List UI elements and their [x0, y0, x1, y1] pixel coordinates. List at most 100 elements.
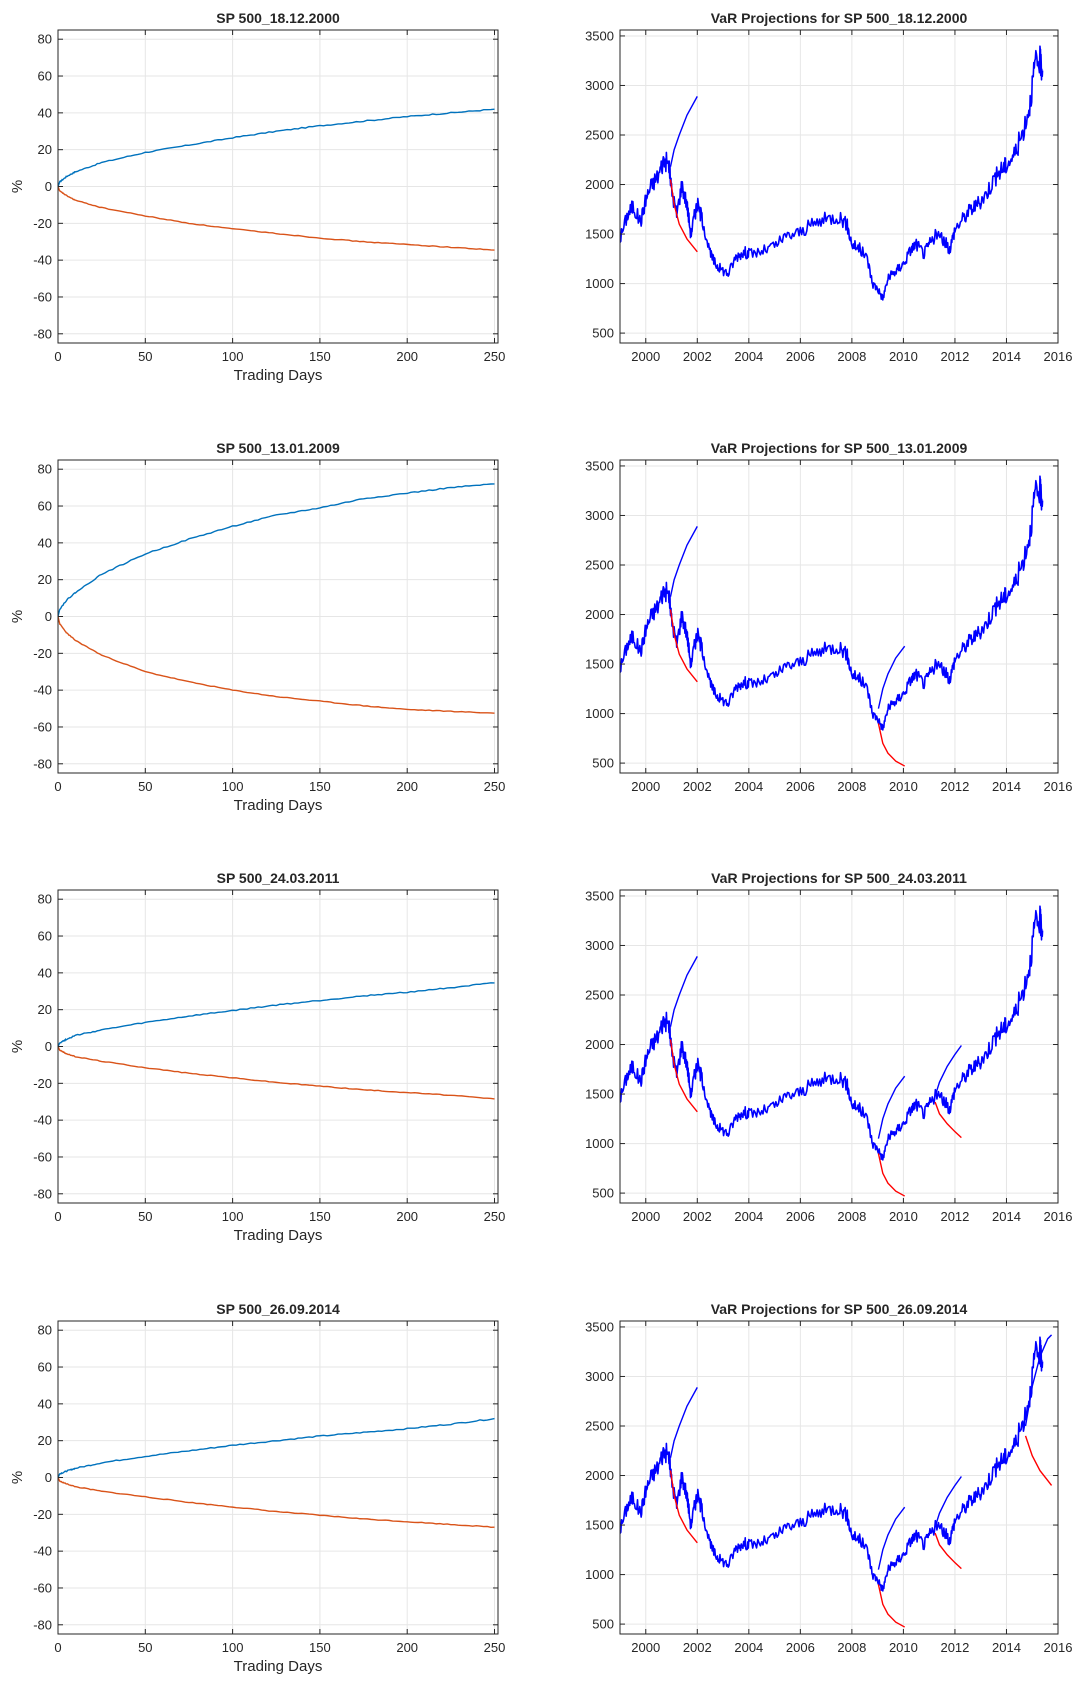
x-tick-label: 150	[309, 1209, 331, 1224]
pct-chart-3: 0 50 100 150 200 250 -80 -60 -40 -20 0 20 40 60 80 SP 5…	[9, 870, 505, 1244]
y-tick-label: 2000	[585, 1037, 614, 1052]
y-tick-label: 0	[45, 179, 52, 194]
var-upper-projection	[934, 1476, 962, 1528]
y-tick-label: 500	[592, 756, 614, 771]
y-tick-label: 1000	[585, 1567, 614, 1582]
y-tick-label: -80	[33, 326, 52, 341]
axes-frame	[619, 1320, 1059, 1635]
x-tick-label: 200	[396, 1640, 418, 1655]
axes-frame	[619, 889, 1059, 1204]
var-lower-projection	[1024, 1435, 1053, 1486]
var-upper-projection	[669, 956, 698, 1027]
y-tick-label: -60	[33, 719, 52, 734]
plot-area	[620, 890, 1058, 1203]
pct-chart-2: 0 50 100 150 200 250 -80 -60 -40 -20 0 20 40 60 80 SP 5…	[9, 440, 505, 814]
y-tick-label: -40	[33, 683, 52, 698]
y-axis-label: %	[9, 180, 26, 193]
plot-data	[58, 1417, 495, 1528]
x-tick-label: 2008	[837, 779, 866, 794]
price-line	[620, 475, 1044, 731]
y-tick-label: 2500	[585, 987, 614, 1002]
x-tick-label: 2012	[940, 1640, 969, 1655]
price-line	[620, 1336, 1044, 1592]
x-tick-label: 2006	[786, 1209, 815, 1224]
var-lower-projection	[669, 1039, 698, 1113]
var-chart-1: 2000 2002 2004 2006 2008 2010 2012 2014 2016 500 1…	[585, 10, 1072, 364]
y-tick-label: 40	[38, 535, 52, 550]
x-tick-label: 2014	[992, 1640, 1021, 1655]
x-tick-label: 2014	[992, 1209, 1021, 1224]
var-upper-projection	[877, 645, 906, 709]
x-tick-label: 2006	[786, 1640, 815, 1655]
var-chart-4: 2000 2002 2004 2006 2008 2010 2012 2014 2016 500 1…	[585, 1301, 1072, 1655]
pct-chart-4: 0 50 100 150 200 250 -80 -60 -40 -20 0 20 40 60 80 SP 5…	[9, 1301, 505, 1675]
y-tick-label: 60	[38, 499, 52, 514]
x-tick-label: 2016	[1044, 779, 1073, 794]
y-tick-label: 0	[45, 1039, 52, 1054]
y-tick-label: 3000	[585, 938, 614, 953]
x-tick-label: 250	[484, 1640, 506, 1655]
x-tick-label: 2002	[683, 1209, 712, 1224]
y-tick-label: 500	[592, 1186, 614, 1201]
y-tick-label: 3500	[585, 28, 614, 43]
y-tick-label: 500	[592, 1617, 614, 1632]
y-tick-label: -60	[33, 1149, 52, 1164]
y-tick-label: 3000	[585, 78, 614, 93]
x-tick-label: 2016	[1044, 1640, 1073, 1655]
y-tick-label: 60	[38, 1360, 52, 1375]
lower-percent-line	[58, 1046, 495, 1100]
y-tick-label: 2500	[585, 557, 614, 572]
plot-data	[620, 1334, 1053, 1628]
x-tick-label: 2004	[734, 349, 763, 364]
x-tick-label: 2016	[1044, 1209, 1073, 1224]
var-lower-projection	[669, 179, 698, 253]
x-tick-label: 2000	[631, 1640, 660, 1655]
price-line	[620, 905, 1044, 1161]
x-tick-label: 150	[309, 1640, 331, 1655]
y-tick-label: -40	[33, 253, 52, 268]
x-tick-label: 0	[54, 1640, 61, 1655]
x-tick-label: 100	[222, 349, 244, 364]
y-axis-label: %	[9, 610, 26, 623]
chart-title: SP 500_13.01.2009	[216, 440, 340, 456]
x-tick-label: 50	[138, 349, 152, 364]
y-tick-label: 20	[38, 1002, 52, 1017]
y-tick-label: -40	[33, 1113, 52, 1128]
y-axis-label: %	[9, 1471, 26, 1484]
x-tick-label: 2004	[734, 1640, 763, 1655]
var-chart-3: 2000 2002 2004 2006 2008 2010 2012 2014 2016 500 1…	[585, 870, 1072, 1224]
upper-percent-line	[58, 108, 495, 187]
y-tick-label: 2000	[585, 177, 614, 192]
y-tick-label: 20	[38, 1433, 52, 1448]
var-lower-projection	[877, 1153, 906, 1197]
x-tick-label: 2016	[1044, 349, 1073, 364]
x-tick-label: 2014	[992, 779, 1021, 794]
y-tick-label: 0	[45, 1470, 52, 1485]
x-tick-label: 2000	[631, 779, 660, 794]
y-tick-label: 1000	[585, 276, 614, 291]
y-tick-label: 20	[38, 142, 52, 157]
x-tick-label: 250	[484, 1209, 506, 1224]
x-tick-label: 2006	[786, 349, 815, 364]
y-tick-label: -60	[33, 1580, 52, 1595]
x-tick-label: 2002	[683, 779, 712, 794]
y-tick-label: 1500	[585, 657, 614, 672]
chart-title: VaR Projections for SP 500_18.12.2000	[711, 10, 968, 26]
plot-data	[58, 483, 495, 714]
x-tick-label: 100	[222, 779, 244, 794]
x-tick-label: 2012	[940, 349, 969, 364]
var-upper-projection	[669, 1387, 698, 1458]
y-tick-label: 2000	[585, 1468, 614, 1483]
x-tick-label: 2008	[837, 1209, 866, 1224]
var-lower-projection	[877, 1584, 906, 1628]
y-tick-label: 60	[38, 69, 52, 84]
axes-frame	[619, 29, 1059, 344]
x-axis-label: Trading Days	[234, 797, 323, 814]
y-tick-label: -80	[33, 756, 52, 771]
y-tick-label: 80	[38, 1323, 52, 1338]
x-axis-label: Trading Days	[234, 1658, 323, 1675]
x-tick-label: 2008	[837, 1640, 866, 1655]
x-tick-label: 200	[396, 779, 418, 794]
y-tick-label: -80	[33, 1186, 52, 1201]
plot-area	[620, 1321, 1058, 1634]
